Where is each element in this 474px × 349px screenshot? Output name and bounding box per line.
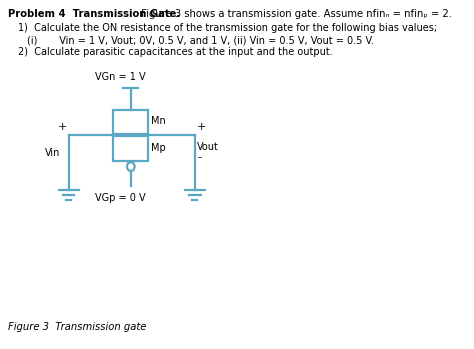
Text: 1)  Calculate the ON resistance of the transmission gate for the following bias : 1) Calculate the ON resistance of the tr… bbox=[18, 23, 438, 33]
Text: 2)  Calculate parasitic capacitances at the input and the output.: 2) Calculate parasitic capacitances at t… bbox=[18, 47, 333, 57]
Text: +: + bbox=[58, 122, 67, 132]
Text: Problem 4  Transmission Gate.: Problem 4 Transmission Gate. bbox=[8, 9, 181, 19]
Bar bbox=[113, 110, 148, 134]
Text: Figure 3  Transmission gate: Figure 3 Transmission gate bbox=[8, 322, 146, 332]
Text: Figure 3 shows a transmission gate. Assume nfinₙ = nfinₚ = 2.: Figure 3 shows a transmission gate. Assu… bbox=[138, 9, 452, 19]
Text: (i)       Vin = 1 V, Vout; 0V, 0.5 V, and 1 V, (ii) Vin = 0.5 V, Vout = 0.5 V.: (i) Vin = 1 V, Vout; 0V, 0.5 V, and 1 V,… bbox=[27, 35, 374, 45]
Text: Vin: Vin bbox=[45, 148, 61, 158]
Text: Vout: Vout bbox=[197, 142, 219, 152]
Text: +: + bbox=[197, 122, 207, 132]
Bar bbox=[113, 136, 148, 161]
Text: VGp = 0 V: VGp = 0 V bbox=[95, 193, 146, 203]
Text: Mn: Mn bbox=[151, 116, 166, 126]
Text: -: - bbox=[197, 152, 201, 162]
Text: Mp: Mp bbox=[151, 143, 166, 153]
Text: VGn = 1 V: VGn = 1 V bbox=[95, 72, 146, 82]
